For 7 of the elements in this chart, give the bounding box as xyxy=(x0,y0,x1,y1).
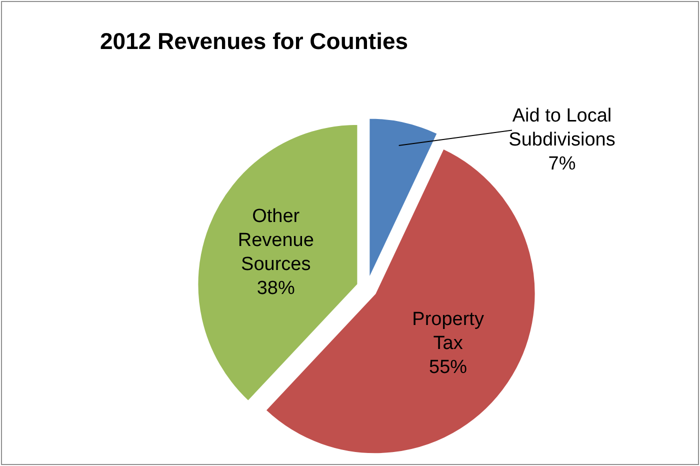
data-label: 55% xyxy=(429,357,468,378)
slice-label: Other Revenue Sources xyxy=(238,206,314,275)
data-label: 38% xyxy=(256,278,295,299)
chart-title: 2012 Revenues for Counties xyxy=(100,28,408,55)
data-label: 7% xyxy=(548,153,576,174)
slice-label: Aid to Local Subdivisions xyxy=(508,105,616,150)
slice-label: Property Tax xyxy=(412,309,484,354)
